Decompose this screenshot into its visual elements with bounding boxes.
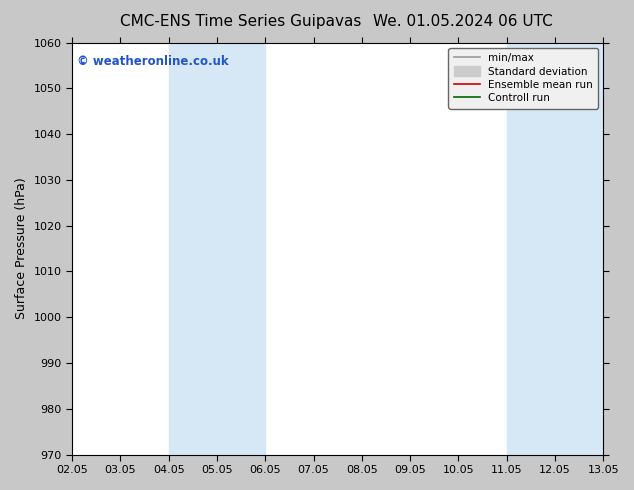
Y-axis label: Surface Pressure (hPa): Surface Pressure (hPa) — [15, 178, 28, 319]
Text: We. 01.05.2024 06 UTC: We. 01.05.2024 06 UTC — [373, 14, 553, 29]
Bar — [507, 43, 555, 455]
Legend: min/max, Standard deviation, Ensemble mean run, Controll run: min/max, Standard deviation, Ensemble me… — [448, 48, 598, 108]
Text: CMC-ENS Time Series Guipavas: CMC-ENS Time Series Guipavas — [120, 14, 361, 29]
Bar — [555, 43, 603, 455]
Bar — [217, 43, 265, 455]
Text: © weatheronline.co.uk: © weatheronline.co.uk — [77, 55, 229, 68]
Bar — [169, 43, 217, 455]
